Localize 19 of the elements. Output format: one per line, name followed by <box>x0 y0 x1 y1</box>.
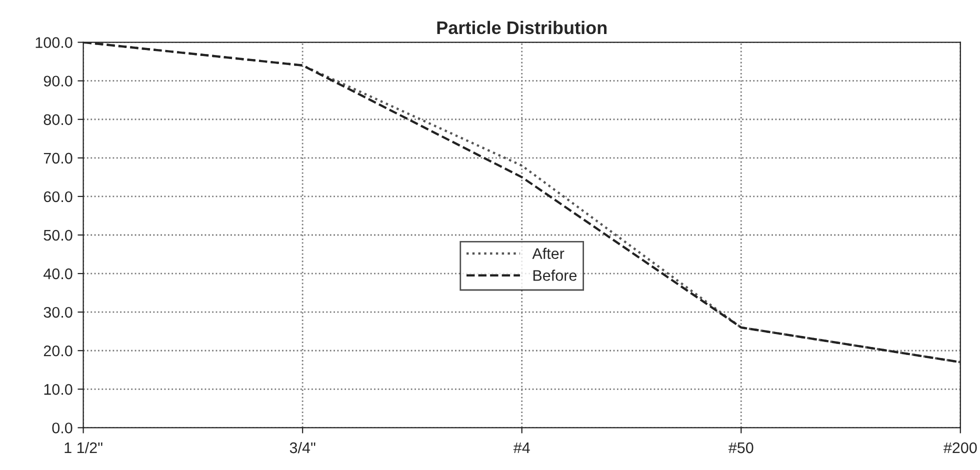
y-tick-label: 80.0 <box>44 114 72 126</box>
y-tick-label: 20.0 <box>44 345 72 356</box>
y-tick-label: 30.0 <box>44 306 72 318</box>
x-tick-label: 1 1/2" <box>64 442 102 454</box>
y-tick-label: 90.0 <box>44 76 72 87</box>
y-tick-label: 100.0 <box>36 37 72 48</box>
y-tick-label: 60.0 <box>44 191 72 202</box>
x-tick-label: 3/4" <box>290 442 316 454</box>
y-tick-label: 40.0 <box>44 268 72 280</box>
y-tick-label: 0.0 <box>52 422 72 434</box>
y-tick-label: 50.0 <box>44 230 72 241</box>
chart-title: Particle Distribution <box>437 20 607 34</box>
x-tick-label: #4 <box>513 442 530 454</box>
y-tick-label: 70.0 <box>44 152 72 164</box>
legend-label: After <box>532 248 564 259</box>
x-tick-label: #200 <box>943 442 977 454</box>
x-tick-label: #50 <box>728 442 754 454</box>
legend-label: Before <box>533 270 577 281</box>
y-tick-label: 10.0 <box>44 384 72 395</box>
